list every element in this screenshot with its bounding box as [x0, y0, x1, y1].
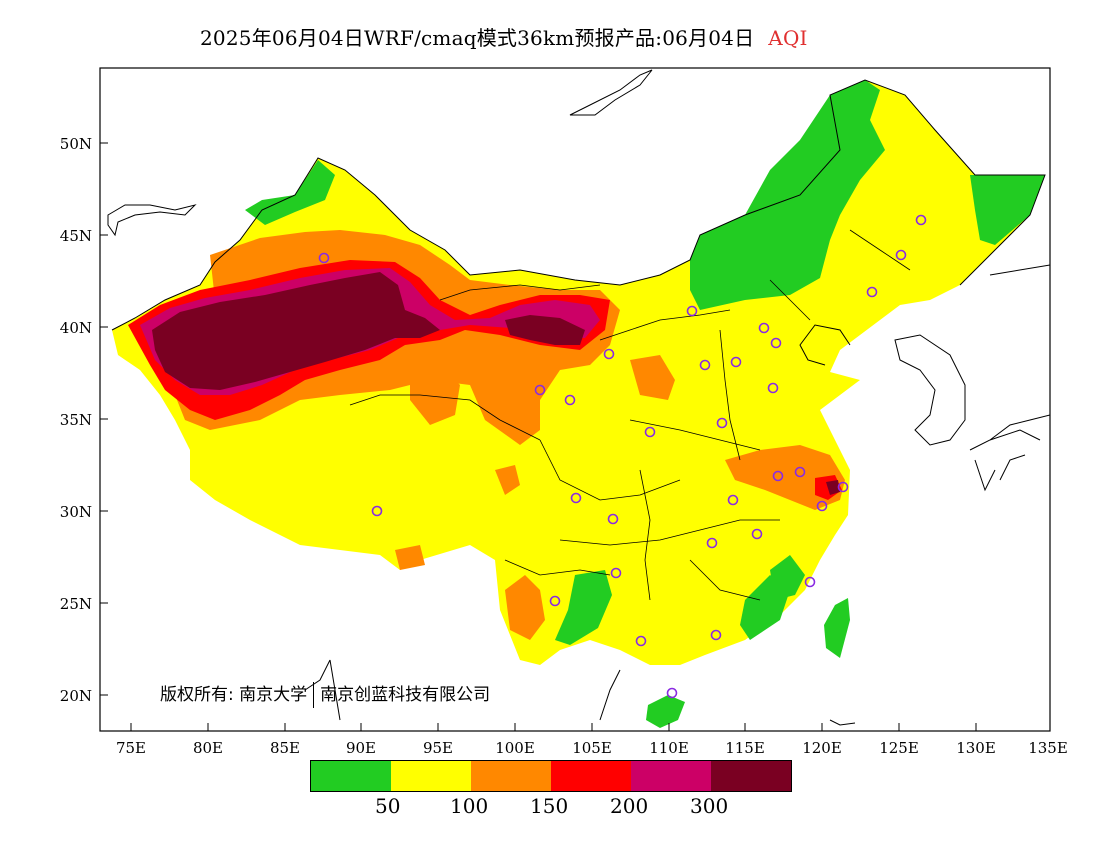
lon-axis [130, 723, 1051, 731]
lat-label: 35N [60, 411, 92, 429]
lat-label: 40N [60, 319, 92, 337]
city-marker [666, 687, 678, 699]
legend-label: 100 [450, 794, 489, 818]
region-green-far-northeast [970, 175, 1045, 245]
region-orange-sichuan [495, 465, 520, 495]
lon-label: 105E [572, 739, 612, 757]
city-marker [686, 305, 698, 317]
region-orange-central [630, 355, 675, 400]
city-marker [699, 359, 711, 371]
city-marker [564, 394, 576, 406]
city-marker [716, 417, 728, 429]
region-orange-yunnan [505, 575, 545, 640]
city-marker [644, 426, 656, 438]
lon-label: 110E [649, 739, 689, 757]
city-marker [915, 214, 927, 226]
city-markers [318, 214, 927, 699]
region-taiwan [824, 598, 850, 658]
map-frame [99, 67, 1051, 732]
city-marker [837, 481, 849, 493]
legend-label: 300 [690, 794, 729, 818]
lat-label: 30N [60, 503, 92, 521]
region-green-fujian [770, 555, 805, 600]
region-maroon-shanghai [826, 480, 840, 495]
city-marker [710, 629, 722, 641]
coastlines [107, 69, 1050, 726]
legend-label: 50 [375, 794, 401, 818]
province-boundaries [349, 229, 911, 601]
legend-swatch-yellow [391, 761, 471, 791]
lon-label: 120E [802, 739, 842, 757]
city-marker [610, 567, 622, 579]
region-orange-tibet [395, 545, 425, 570]
lon-label: 75E [116, 739, 146, 757]
region-green-south [555, 570, 612, 645]
lat-label: 50N [60, 135, 92, 153]
legend-swatch-maroon [711, 761, 791, 791]
lon-label: 115E [725, 739, 765, 757]
city-marker [794, 466, 806, 478]
legend-swatch-magenta [631, 761, 711, 791]
lon-label: 95E [423, 739, 453, 757]
city-marker [635, 635, 647, 647]
lat-labels: 50N 45N 40N 35N 30N 25N 20N [60, 135, 92, 705]
legend-label: 150 [530, 794, 569, 818]
lon-labels: 75E 80E 85E 90E 95E 100E 105E 110E 115E … [116, 739, 1068, 757]
city-marker [866, 286, 878, 298]
city-marker [895, 249, 907, 261]
legend-label: 200 [610, 794, 649, 818]
city-marker [549, 595, 561, 607]
title-main: 2025年06月04日WRF/cmaq模式36km预报产品:06月04日 [200, 26, 755, 50]
map-layers [107, 69, 1050, 728]
map-title: 2025年06月04日WRF/cmaq模式36km预报产品:06月04日 AQI [200, 22, 808, 51]
copyright-org-cl: 南京创蓝科技有限公司 [320, 685, 491, 705]
city-marker [534, 384, 546, 396]
lat-label: 25N [60, 595, 92, 613]
city-marker [751, 528, 763, 540]
region-maroon [152, 272, 440, 390]
lon-label: 130E [956, 739, 996, 757]
city-marker [318, 252, 330, 264]
city-marker [727, 494, 739, 506]
city-marker [730, 356, 742, 368]
city-marker [772, 470, 784, 482]
region-maroon-gansu [505, 315, 585, 345]
lon-label: 85E [270, 739, 300, 757]
title-variable: AQI [768, 26, 808, 50]
city-marker [816, 500, 828, 512]
color-legend [310, 760, 792, 792]
city-marker [758, 322, 770, 334]
copyright-org-nju: 南京大学 [239, 685, 308, 705]
city-marker [607, 513, 619, 525]
lon-label: 80E [193, 739, 223, 757]
legend-swatch-red [551, 761, 631, 791]
legend-swatch-green [311, 761, 391, 791]
city-marker [706, 537, 718, 549]
copyright-prefix: 版权所有: [160, 685, 234, 705]
region-orange-qinghai [410, 365, 460, 425]
lon-label: 90E [346, 739, 376, 757]
copyright-separator [313, 682, 315, 708]
city-marker [767, 382, 779, 394]
legend-swatch-orange [471, 761, 551, 791]
copyright-notice: 版权所有: 南京大学 南京创蓝科技有限公司 [160, 680, 490, 708]
city-marker [603, 348, 615, 360]
region-green-northwest [245, 160, 335, 225]
lon-label: 135E [1028, 739, 1068, 757]
city-marker [770, 337, 782, 349]
lat-axis [100, 142, 108, 696]
region-green-northeast [690, 80, 885, 310]
city-marker [570, 492, 582, 504]
lon-label: 125E [879, 739, 919, 757]
region-hainan [646, 695, 685, 728]
city-marker [371, 505, 383, 517]
lat-label: 45N [60, 227, 92, 245]
lon-label: 100E [495, 739, 535, 757]
city-marker [804, 576, 816, 588]
lat-label: 20N [60, 687, 92, 705]
